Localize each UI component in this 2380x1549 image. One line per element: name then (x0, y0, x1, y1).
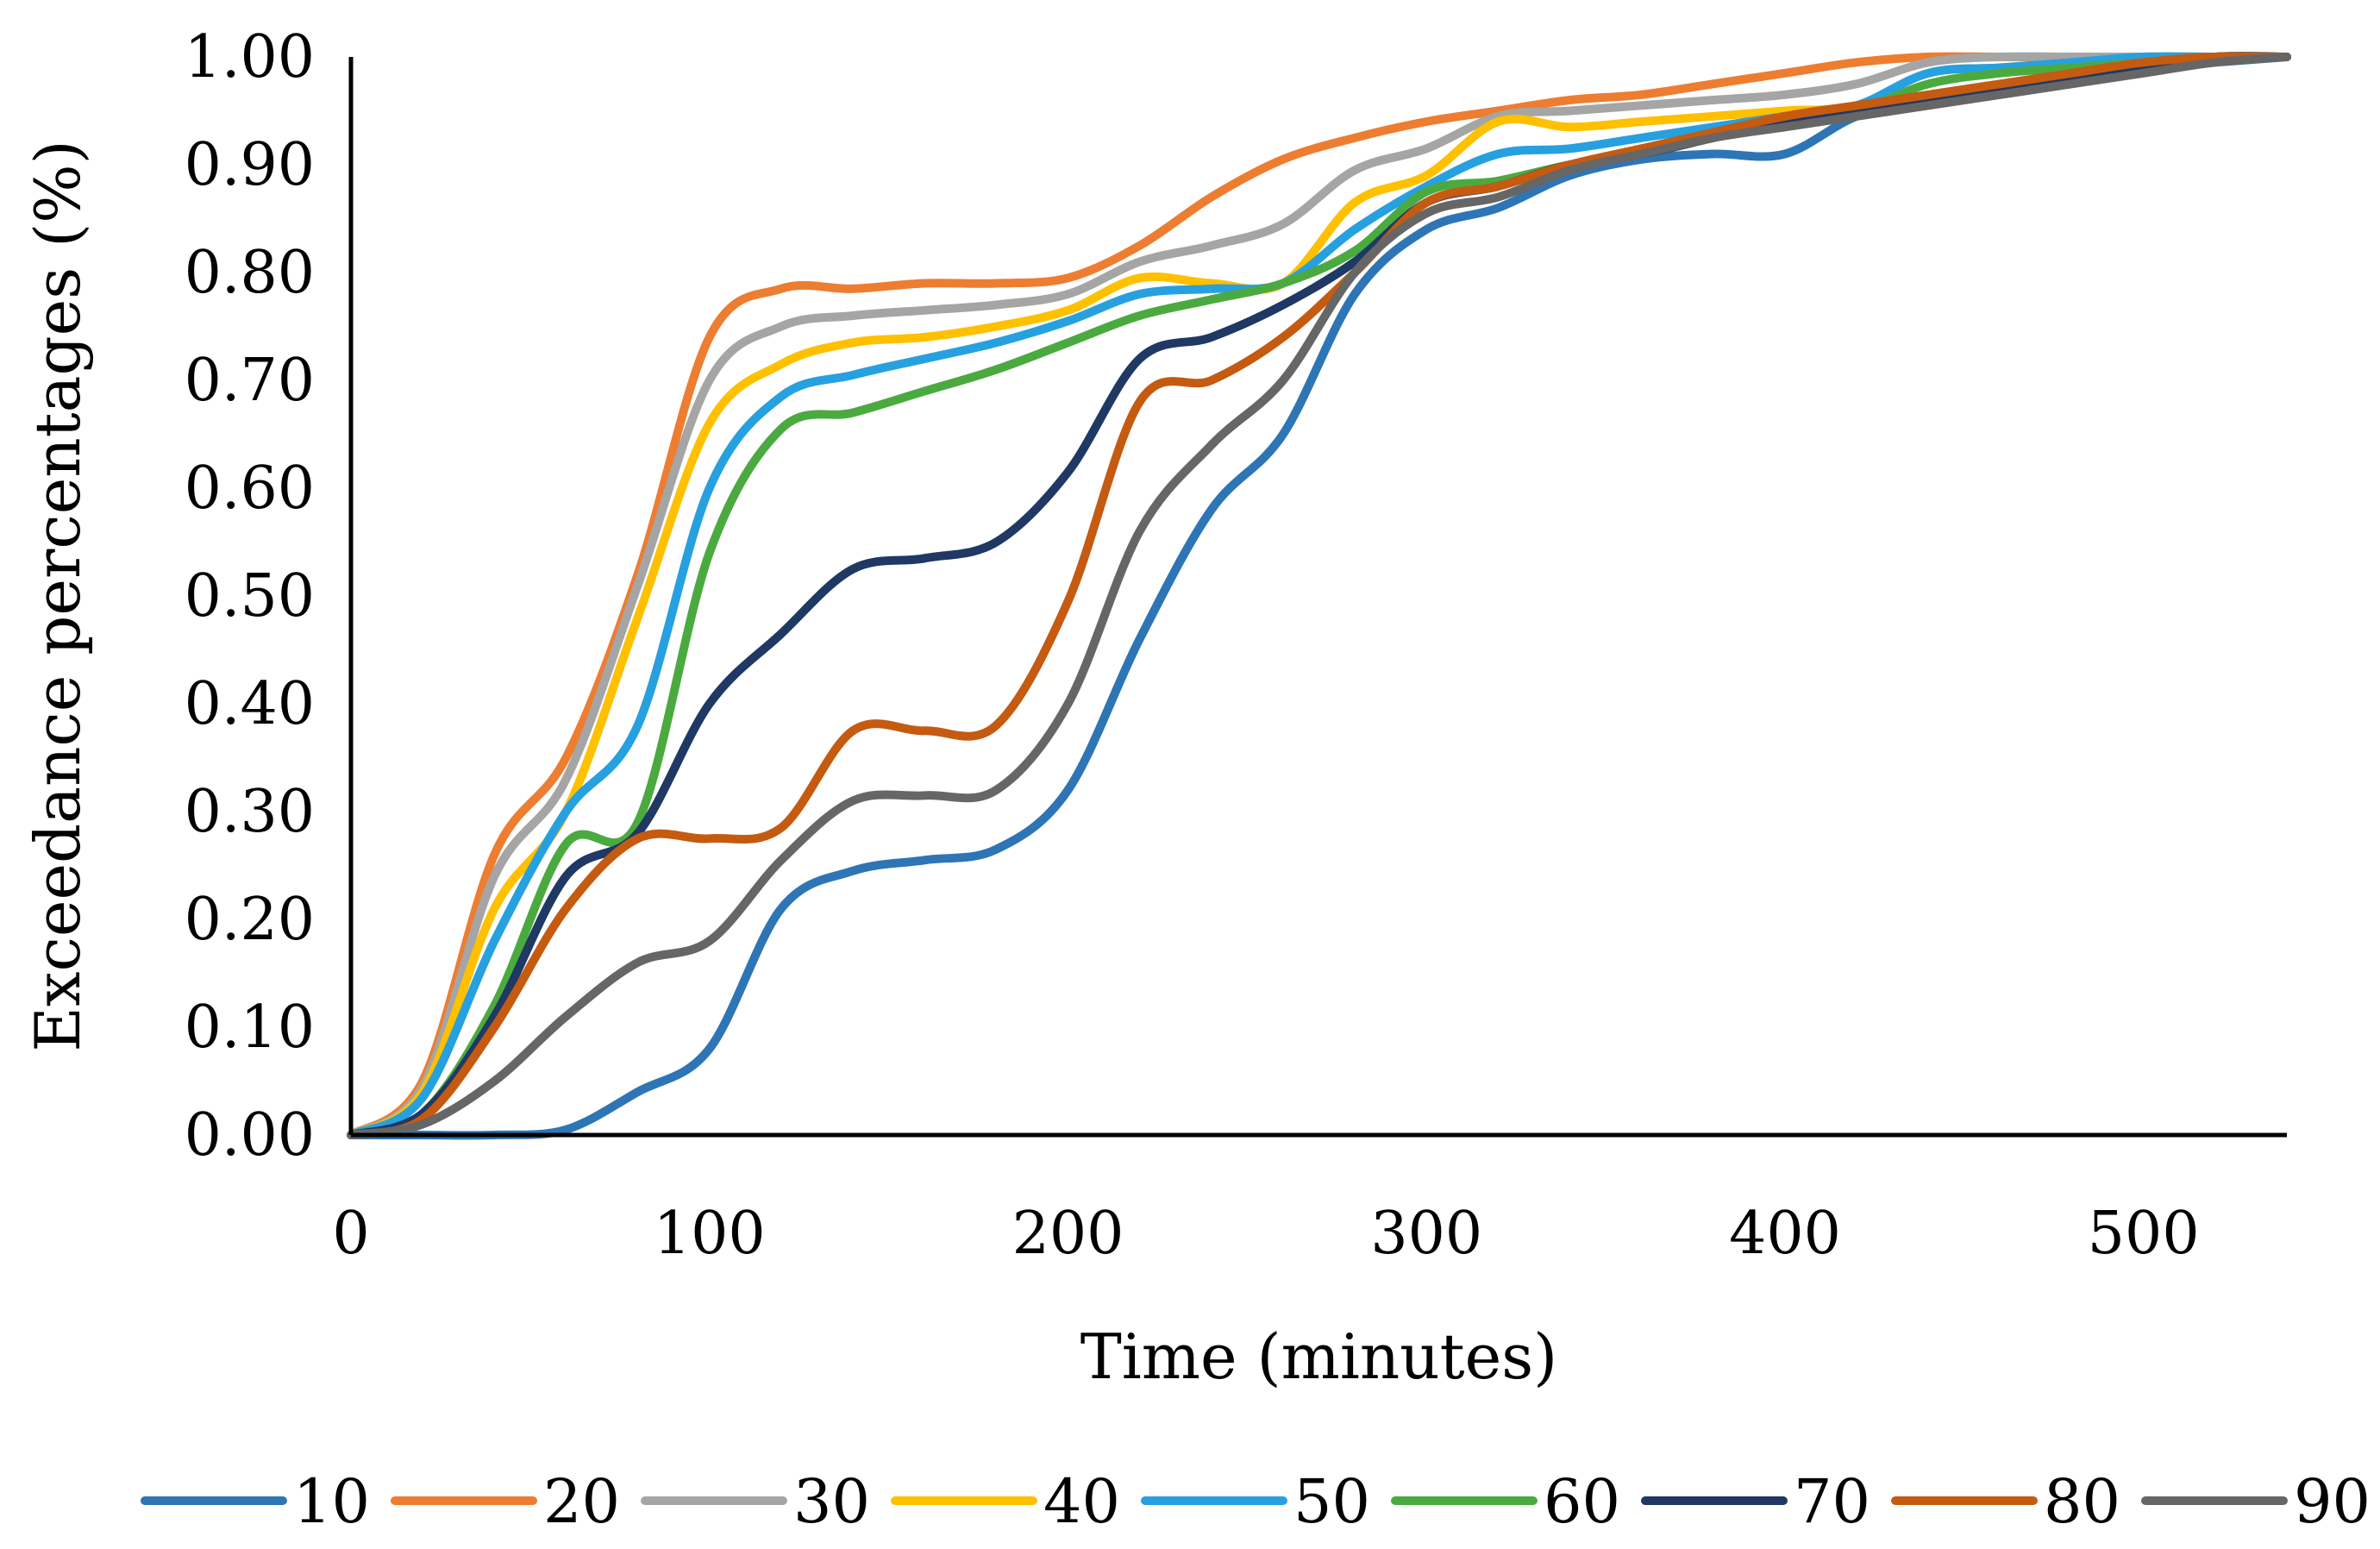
legend-label-80: 80 (2044, 1466, 2120, 1537)
plot-lines (347, 52, 2291, 1140)
x-tick-label: 200 (1012, 1200, 1124, 1268)
legend-label-20: 20 (543, 1466, 620, 1537)
legend-label-10: 10 (293, 1466, 370, 1537)
y-tick-labels: 0.00 0.10 0.20 0.30 0.40 0.50 0.60 0.70 0.80 0.90… (185, 23, 315, 1170)
legend-label-60: 60 (1544, 1466, 1620, 1537)
y-tick-label: 0.90 (185, 131, 315, 199)
series-line-90 (347, 53, 2291, 1139)
legend-label-50: 50 (1293, 1466, 1370, 1537)
y-tick-label: 0.30 (185, 778, 315, 846)
series-line-30 (347, 52, 2291, 1139)
y-tick-label: 0.80 (185, 239, 315, 307)
series-line-40 (347, 52, 2291, 1139)
x-tick-labels: 0 100 200 300 400 500 (332, 1200, 2199, 1268)
legend-label-40: 40 (1043, 1466, 1120, 1537)
y-tick-label: 0.50 (185, 562, 315, 630)
x-axis-title: Time (minutes) (1080, 1320, 1558, 1393)
y-tick-label: 0.60 (185, 455, 315, 523)
y-tick-label: 0.40 (185, 670, 315, 738)
series-line-80 (347, 52, 2291, 1139)
legend-label-90: 90 (2294, 1466, 2371, 1537)
legend-label-70: 70 (1794, 1466, 1870, 1537)
y-tick-label: 0.00 (185, 1101, 315, 1170)
x-tick-label: 100 (654, 1200, 766, 1268)
legend: 10 20 30 40 50 60 70 80 90 (141, 1466, 2371, 1537)
y-tick-label: 0.10 (185, 994, 315, 1062)
x-tick-label: 300 (1370, 1200, 1482, 1268)
y-tick-label: 1.00 (185, 23, 315, 91)
x-tick-label: 500 (2088, 1200, 2200, 1268)
y-tick-label: 0.20 (185, 886, 315, 954)
x-tick-label: 400 (1729, 1200, 1841, 1268)
y-tick-label: 0.70 (185, 347, 315, 415)
series-line-60 (347, 52, 2291, 1139)
y-axis-title: Exceedance percentages (%) (22, 140, 94, 1051)
legend-label-30: 30 (793, 1466, 870, 1537)
series-line-70 (347, 52, 2291, 1139)
x-tick-label: 0 (332, 1200, 369, 1268)
